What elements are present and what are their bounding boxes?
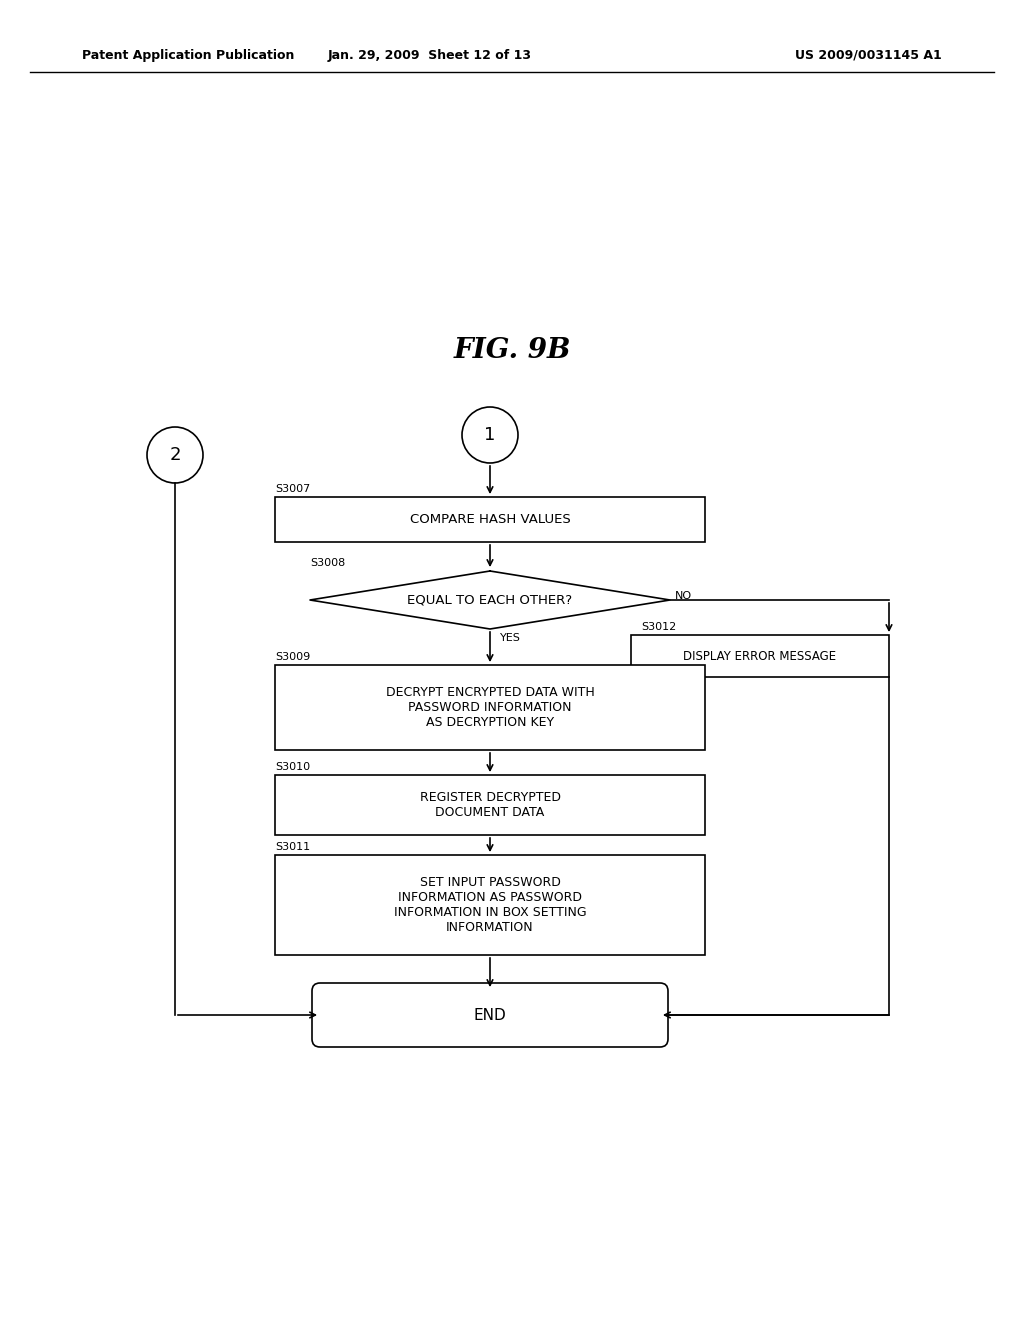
Text: S3010: S3010 xyxy=(275,762,310,772)
Text: S3007: S3007 xyxy=(275,484,310,494)
Text: FIG. 9B: FIG. 9B xyxy=(454,337,570,363)
Text: EQUAL TO EACH OTHER?: EQUAL TO EACH OTHER? xyxy=(408,594,572,606)
FancyBboxPatch shape xyxy=(275,855,705,954)
Text: S3011: S3011 xyxy=(275,842,310,851)
Text: REGISTER DECRYPTED
DOCUMENT DATA: REGISTER DECRYPTED DOCUMENT DATA xyxy=(420,791,560,818)
Text: COMPARE HASH VALUES: COMPARE HASH VALUES xyxy=(410,513,570,525)
Text: DISPLAY ERROR MESSAGE: DISPLAY ERROR MESSAGE xyxy=(683,649,837,663)
FancyBboxPatch shape xyxy=(275,498,705,543)
Text: S3012: S3012 xyxy=(641,622,676,632)
Text: 2: 2 xyxy=(169,446,181,465)
Text: US 2009/0031145 A1: US 2009/0031145 A1 xyxy=(796,49,942,62)
FancyBboxPatch shape xyxy=(275,775,705,836)
Text: S3008: S3008 xyxy=(310,558,345,568)
Text: Jan. 29, 2009  Sheet 12 of 13: Jan. 29, 2009 Sheet 12 of 13 xyxy=(328,49,532,62)
Polygon shape xyxy=(310,572,670,630)
Text: DECRYPT ENCRYPTED DATA WITH
PASSWORD INFORMATION
AS DECRYPTION KEY: DECRYPT ENCRYPTED DATA WITH PASSWORD INF… xyxy=(386,686,594,729)
Text: Patent Application Publication: Patent Application Publication xyxy=(82,49,294,62)
FancyBboxPatch shape xyxy=(275,665,705,750)
FancyBboxPatch shape xyxy=(631,635,889,677)
Text: YES: YES xyxy=(500,634,521,643)
Text: S3009: S3009 xyxy=(275,652,310,663)
Text: SET INPUT PASSWORD
INFORMATION AS PASSWORD
INFORMATION IN BOX SETTING
INFORMATIO: SET INPUT PASSWORD INFORMATION AS PASSWO… xyxy=(393,876,587,935)
FancyBboxPatch shape xyxy=(312,983,668,1047)
Text: 1: 1 xyxy=(484,426,496,444)
Text: NO: NO xyxy=(675,591,692,601)
Text: END: END xyxy=(474,1007,507,1023)
